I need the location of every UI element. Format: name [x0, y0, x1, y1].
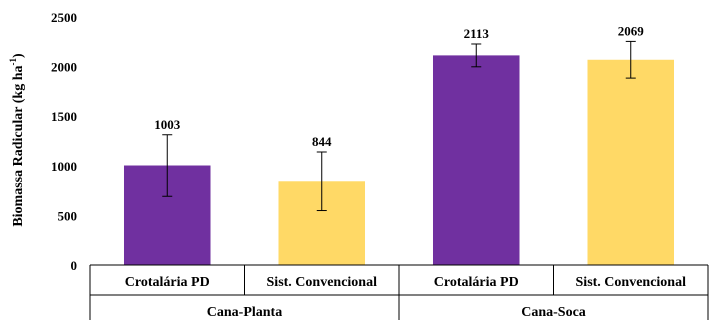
y-tick-label: 1500	[51, 109, 77, 124]
category-label: Crotalária PD	[434, 275, 519, 290]
y-tick-label: 2500	[51, 10, 77, 25]
value-label: 2069	[618, 23, 645, 38]
y-tick-label: 0	[71, 258, 78, 273]
y-axis-ticks: 0 500 1000 1500 2000 2500	[51, 10, 77, 273]
category-label: Sist. Convencional	[576, 275, 687, 290]
value-label: 2113	[464, 26, 490, 41]
value-label: 1003	[154, 117, 181, 132]
y-tick-label: 1000	[51, 159, 77, 174]
category-label: Crotalária PD	[125, 275, 210, 290]
y-axis-label: Biomassa Radicular (kg ha-1)	[8, 53, 26, 227]
group-label: Cana-Soca	[521, 305, 586, 320]
bar	[432, 55, 520, 266]
bars-layer: 1003 844 2113 2069	[123, 23, 675, 266]
category-label: Sist. Convencional	[267, 275, 378, 290]
x-axis-table: Crotalária PD Sist. Convencional Cana-Plan…	[89, 264, 709, 320]
y-axis-label-suffix: )	[11, 53, 26, 58]
bar	[587, 59, 675, 265]
y-tick-label: 2000	[51, 60, 77, 75]
y-tick-label: 500	[58, 208, 78, 223]
value-label: 844	[312, 134, 332, 149]
group-label: Cana-Planta	[207, 305, 282, 320]
y-axis-label-superscript: -1	[8, 58, 18, 66]
